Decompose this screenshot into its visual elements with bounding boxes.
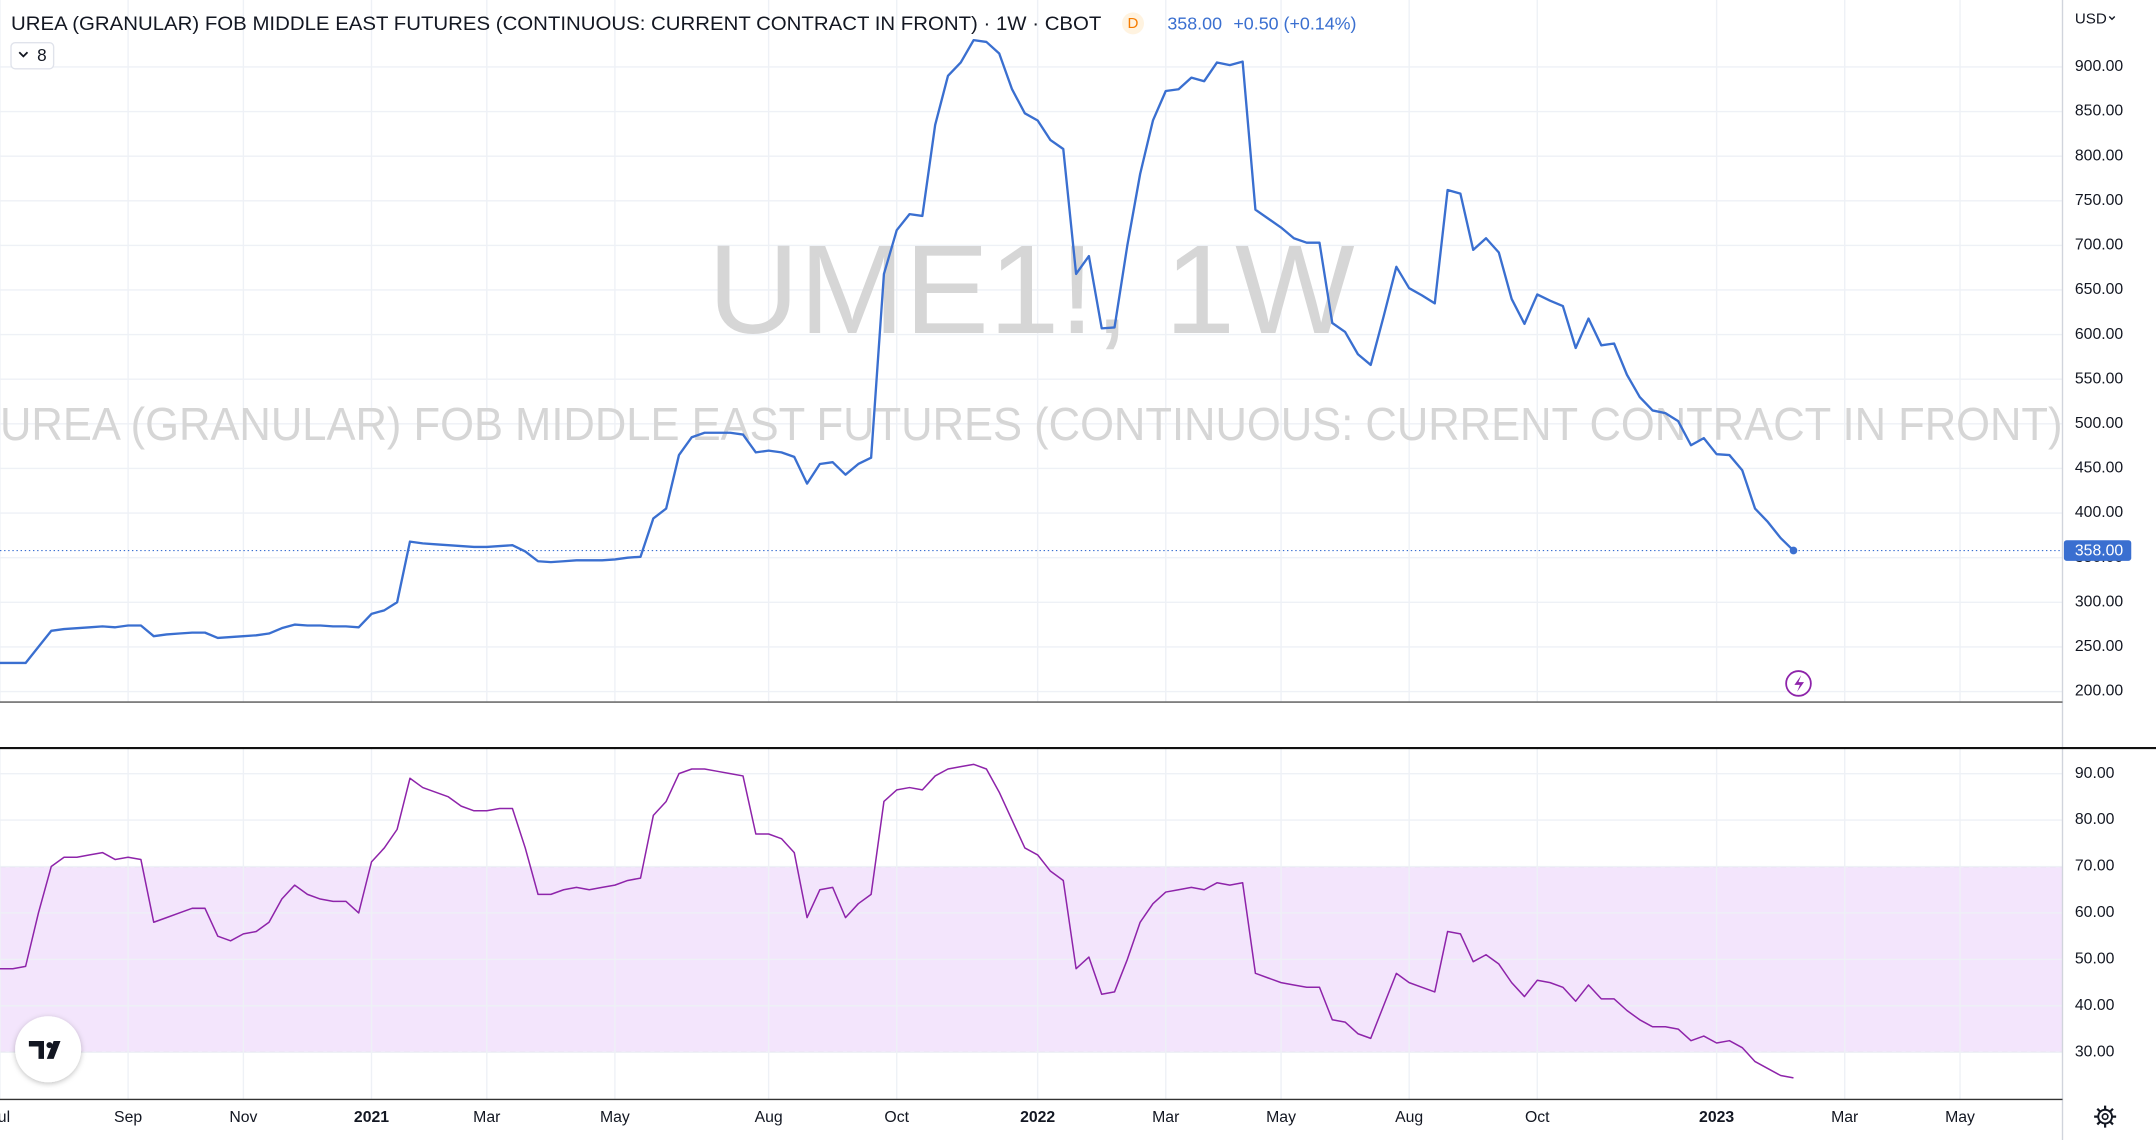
y-tick-label: 40.00 bbox=[2075, 997, 2115, 1014]
interval-badge: D bbox=[1128, 15, 1139, 32]
x-tick-label: Mar bbox=[1152, 1109, 1179, 1126]
y-tick-label: 650.00 bbox=[2075, 281, 2124, 298]
y-tick-label: 80.00 bbox=[2075, 811, 2115, 828]
logo-glyph bbox=[28, 1040, 61, 1059]
x-tick-label: Oct bbox=[884, 1109, 909, 1126]
y-tick-label: 70.00 bbox=[2075, 858, 2115, 875]
watermark-symbol: UME1!, 1W bbox=[708, 218, 1355, 360]
price-change: +0.50 (+0.14%) bbox=[1233, 13, 1356, 33]
rsi-plot bbox=[0, 763, 1794, 1079]
x-tick-label: Sep bbox=[114, 1109, 142, 1126]
y-tick-label: 60.00 bbox=[2075, 904, 2115, 921]
x-tick-label: Jul bbox=[0, 1109, 10, 1126]
indicator-count: 8 bbox=[37, 45, 47, 65]
grid-layer bbox=[0, 0, 2063, 1099]
x-tick-label: Oct bbox=[1525, 1109, 1550, 1126]
y-tick-label: 800.00 bbox=[2075, 147, 2124, 164]
gear-teeth bbox=[2094, 1105, 2117, 1128]
y-tick-label: 600.00 bbox=[2075, 326, 2124, 343]
x-tick-label: May bbox=[1266, 1109, 1296, 1126]
y-tick-label: 550.00 bbox=[2075, 370, 2124, 387]
y-tick-label: 50.00 bbox=[2075, 951, 2115, 968]
logo-glyph bbox=[46, 1042, 53, 1049]
x-tick-label: May bbox=[600, 1109, 630, 1126]
last-price: 358.00 bbox=[1167, 13, 1222, 33]
x-tick-label: 2021 bbox=[354, 1109, 389, 1126]
x-tick-label: 2022 bbox=[1020, 1109, 1055, 1126]
price-tag-label: 358.00 bbox=[2075, 542, 2124, 559]
axis-layer: Jul Sep Nov 2021 Mar May Aug Oct 2022 Mar May Aug Oc… bbox=[0, 58, 2132, 1126]
x-tick-label: Mar bbox=[1831, 1109, 1858, 1126]
y-tick-label: 200.00 bbox=[2075, 683, 2124, 700]
settings-button[interactable] bbox=[2094, 1105, 2117, 1128]
price-tag bbox=[2063, 540, 2132, 561]
series-line bbox=[0, 38, 1795, 665]
badge-bg bbox=[1122, 12, 1144, 35]
y-tick-label: 250.00 bbox=[2075, 638, 2124, 655]
currency[interactable]: USD bbox=[2075, 10, 2107, 27]
y-tick-label: 850.00 bbox=[2075, 103, 2124, 120]
y-tick-label: 30.00 bbox=[2075, 1043, 2115, 1060]
y-tick-label: 750.00 bbox=[2075, 192, 2124, 209]
chart-title: UREA (GRANULAR) FOB MIDDLE EAST FUTURES … bbox=[11, 13, 1101, 35]
x-tick-label: 2023 bbox=[1699, 1109, 1734, 1126]
y-tick-label: 450.00 bbox=[2075, 460, 2124, 477]
y-tick-label: 900.00 bbox=[2075, 58, 2124, 75]
logo-button[interactable] bbox=[15, 1016, 82, 1083]
chevron-icon bbox=[18, 51, 29, 58]
x-tick-label: Mar bbox=[473, 1109, 500, 1126]
x-tick-label: May bbox=[1945, 1109, 1975, 1126]
x-tick-label: Aug bbox=[1395, 1109, 1423, 1126]
indicator-toggle[interactable] bbox=[10, 41, 55, 70]
x-tick-label: Aug bbox=[755, 1109, 783, 1126]
y-tick-label: 700.00 bbox=[2075, 237, 2124, 254]
series-line bbox=[0, 763, 1794, 1079]
y-tick-label: 500.00 bbox=[2075, 415, 2124, 432]
watermark-description: UREA (GRANULAR) FOB MIDDLE EAST FUTURES … bbox=[0, 398, 2063, 450]
x-tick-label: Nov bbox=[229, 1109, 257, 1126]
lightning-glyph bbox=[1794, 675, 1804, 692]
y-tick-label: 90.00 bbox=[2075, 765, 2115, 782]
y-tick-label: 400.00 bbox=[2075, 504, 2124, 521]
y-tick-label: 300.00 bbox=[2075, 593, 2124, 610]
last-price-dot bbox=[1789, 546, 1798, 555]
price-plot bbox=[0, 38, 2063, 665]
gear-hub bbox=[2101, 1113, 2109, 1121]
chevron-icon bbox=[2108, 16, 2116, 21]
